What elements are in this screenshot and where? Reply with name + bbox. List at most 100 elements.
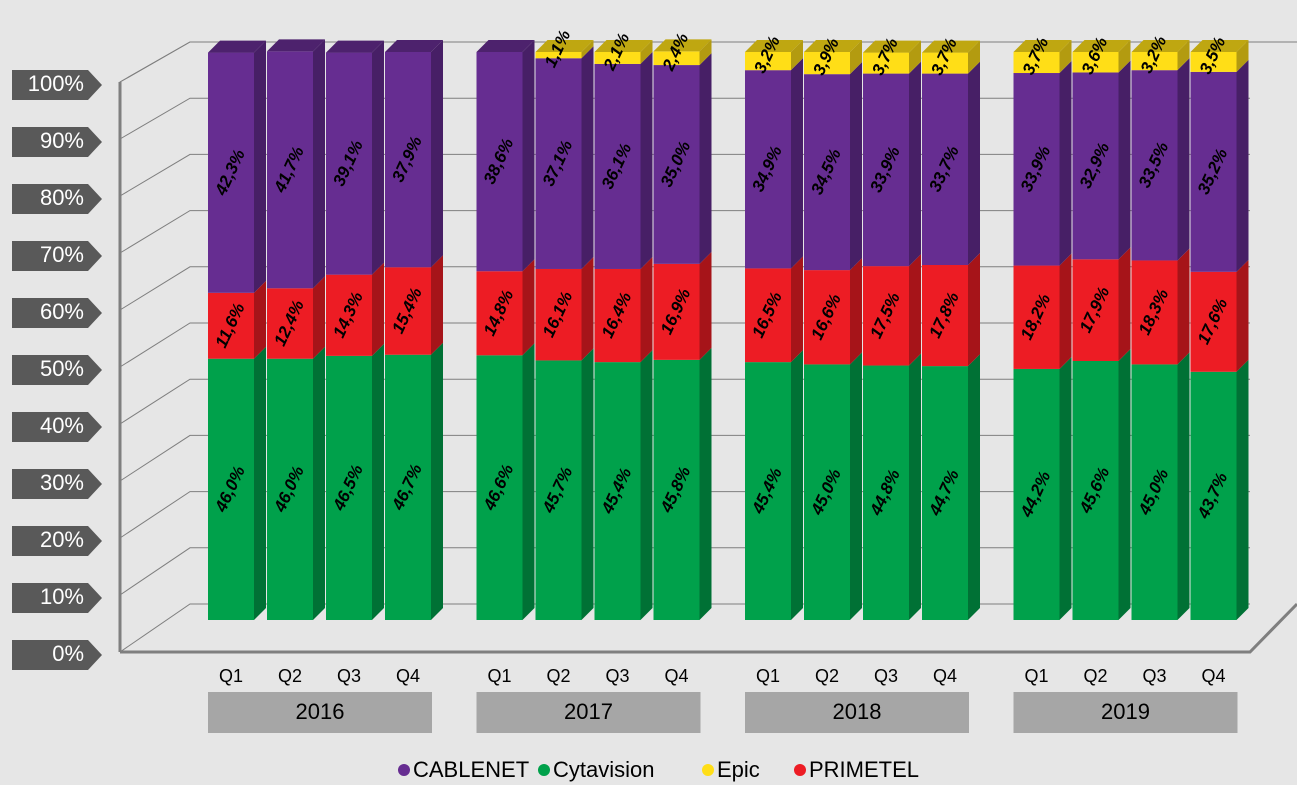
group-label: 2018 bbox=[833, 699, 882, 724]
group-box bbox=[745, 692, 969, 733]
bar-side bbox=[581, 40, 594, 59]
x-tick-label: Q1 bbox=[1024, 666, 1048, 686]
bar-top bbox=[535, 40, 594, 52]
bar-side bbox=[909, 254, 921, 366]
x-tick-label: Q4 bbox=[933, 666, 957, 686]
bar-segment bbox=[208, 292, 254, 359]
bar-segment bbox=[1131, 364, 1178, 620]
bar-side bbox=[1177, 352, 1190, 620]
bar-segment bbox=[653, 263, 700, 360]
bar-side bbox=[1236, 359, 1249, 620]
bar-segment bbox=[804, 74, 850, 271]
y-tick-label: 30% bbox=[40, 470, 84, 495]
bar-side bbox=[431, 342, 443, 620]
bar-segment bbox=[594, 52, 641, 64]
bar-side bbox=[909, 40, 921, 74]
tick-box bbox=[12, 526, 102, 556]
bar-side bbox=[968, 40, 980, 74]
x-tick-label: Q4 bbox=[664, 666, 688, 686]
legend-label: Cytavision bbox=[553, 757, 654, 782]
bar-side bbox=[968, 61, 980, 265]
bar-segment bbox=[326, 274, 372, 356]
bar-segment bbox=[653, 359, 700, 620]
bar-side bbox=[1118, 247, 1131, 361]
bar-segment bbox=[594, 63, 641, 269]
bar-segment bbox=[385, 52, 431, 268]
bar-side bbox=[640, 40, 653, 64]
bar-segment bbox=[745, 362, 791, 620]
legend-marker bbox=[538, 764, 550, 776]
bar-side bbox=[254, 346, 266, 620]
group-box bbox=[208, 692, 432, 733]
y-tick-label: 60% bbox=[40, 299, 84, 324]
bar-segment bbox=[476, 52, 523, 272]
bar-side bbox=[1059, 61, 1072, 266]
bar-side bbox=[372, 262, 384, 356]
bar-side bbox=[1059, 356, 1072, 620]
group-box bbox=[1013, 692, 1238, 733]
bar-side bbox=[313, 276, 325, 359]
bar-segment bbox=[804, 52, 850, 75]
bar-segment bbox=[594, 268, 641, 363]
bar-segment bbox=[267, 358, 313, 620]
bar-segment bbox=[208, 358, 254, 620]
bar-side bbox=[313, 346, 325, 620]
bar-side bbox=[1236, 40, 1249, 72]
bar-side bbox=[522, 40, 535, 272]
bar-side bbox=[1059, 40, 1072, 74]
bar-side bbox=[254, 40, 266, 293]
tick-box bbox=[12, 583, 102, 613]
bar-segment bbox=[1190, 371, 1237, 620]
bar-segment bbox=[1131, 52, 1178, 71]
bar-segment bbox=[922, 73, 968, 265]
tick-box bbox=[12, 469, 102, 499]
bar-top bbox=[745, 40, 803, 52]
bar-segment bbox=[535, 52, 582, 59]
x-tick-label: Q4 bbox=[1201, 666, 1225, 686]
x-tick-label: Q2 bbox=[278, 666, 302, 686]
bar-side bbox=[850, 62, 862, 271]
legend-marker bbox=[398, 764, 410, 776]
bar-side bbox=[968, 253, 980, 367]
y-tick-label: 0% bbox=[52, 641, 84, 666]
bar-side bbox=[850, 352, 862, 620]
bar-side bbox=[699, 347, 712, 620]
legend-label: CABLENET bbox=[413, 757, 529, 782]
bar-segment bbox=[1013, 73, 1060, 266]
x-tick-label: Q1 bbox=[219, 666, 243, 686]
bar-segment bbox=[535, 268, 582, 361]
bar-side bbox=[372, 343, 384, 620]
bar-segment bbox=[1190, 271, 1237, 372]
x-tick-label: Q3 bbox=[337, 666, 361, 686]
bar-top bbox=[326, 40, 384, 53]
bar-side bbox=[640, 350, 653, 620]
bar-segment bbox=[922, 265, 968, 367]
bar-side bbox=[791, 256, 803, 363]
bar-side bbox=[640, 51, 653, 269]
bar-side bbox=[1236, 259, 1249, 372]
bar-segment bbox=[1131, 70, 1178, 261]
bar-side bbox=[699, 251, 712, 360]
y-tick-label: 80% bbox=[40, 185, 84, 210]
bar-side bbox=[1059, 253, 1072, 369]
x-tick-label: Q4 bbox=[396, 666, 420, 686]
bar-side bbox=[581, 348, 594, 620]
tick-box bbox=[12, 355, 102, 385]
bar-side bbox=[313, 39, 325, 289]
bar-top bbox=[863, 40, 921, 53]
bar-side bbox=[791, 350, 803, 620]
group-label: 2016 bbox=[296, 699, 345, 724]
bar-top bbox=[385, 40, 443, 52]
tick-box bbox=[12, 127, 102, 157]
bar-top bbox=[1131, 40, 1190, 52]
bar-segment bbox=[535, 58, 582, 269]
bar-side bbox=[522, 343, 535, 620]
bar-top bbox=[1190, 40, 1249, 52]
bar-segment bbox=[804, 270, 850, 365]
legend-label: Epic bbox=[717, 757, 760, 782]
bar-top bbox=[267, 39, 325, 52]
y-tick-label: 50% bbox=[40, 356, 84, 381]
bar-top bbox=[208, 40, 266, 53]
bar-segment bbox=[863, 266, 909, 366]
